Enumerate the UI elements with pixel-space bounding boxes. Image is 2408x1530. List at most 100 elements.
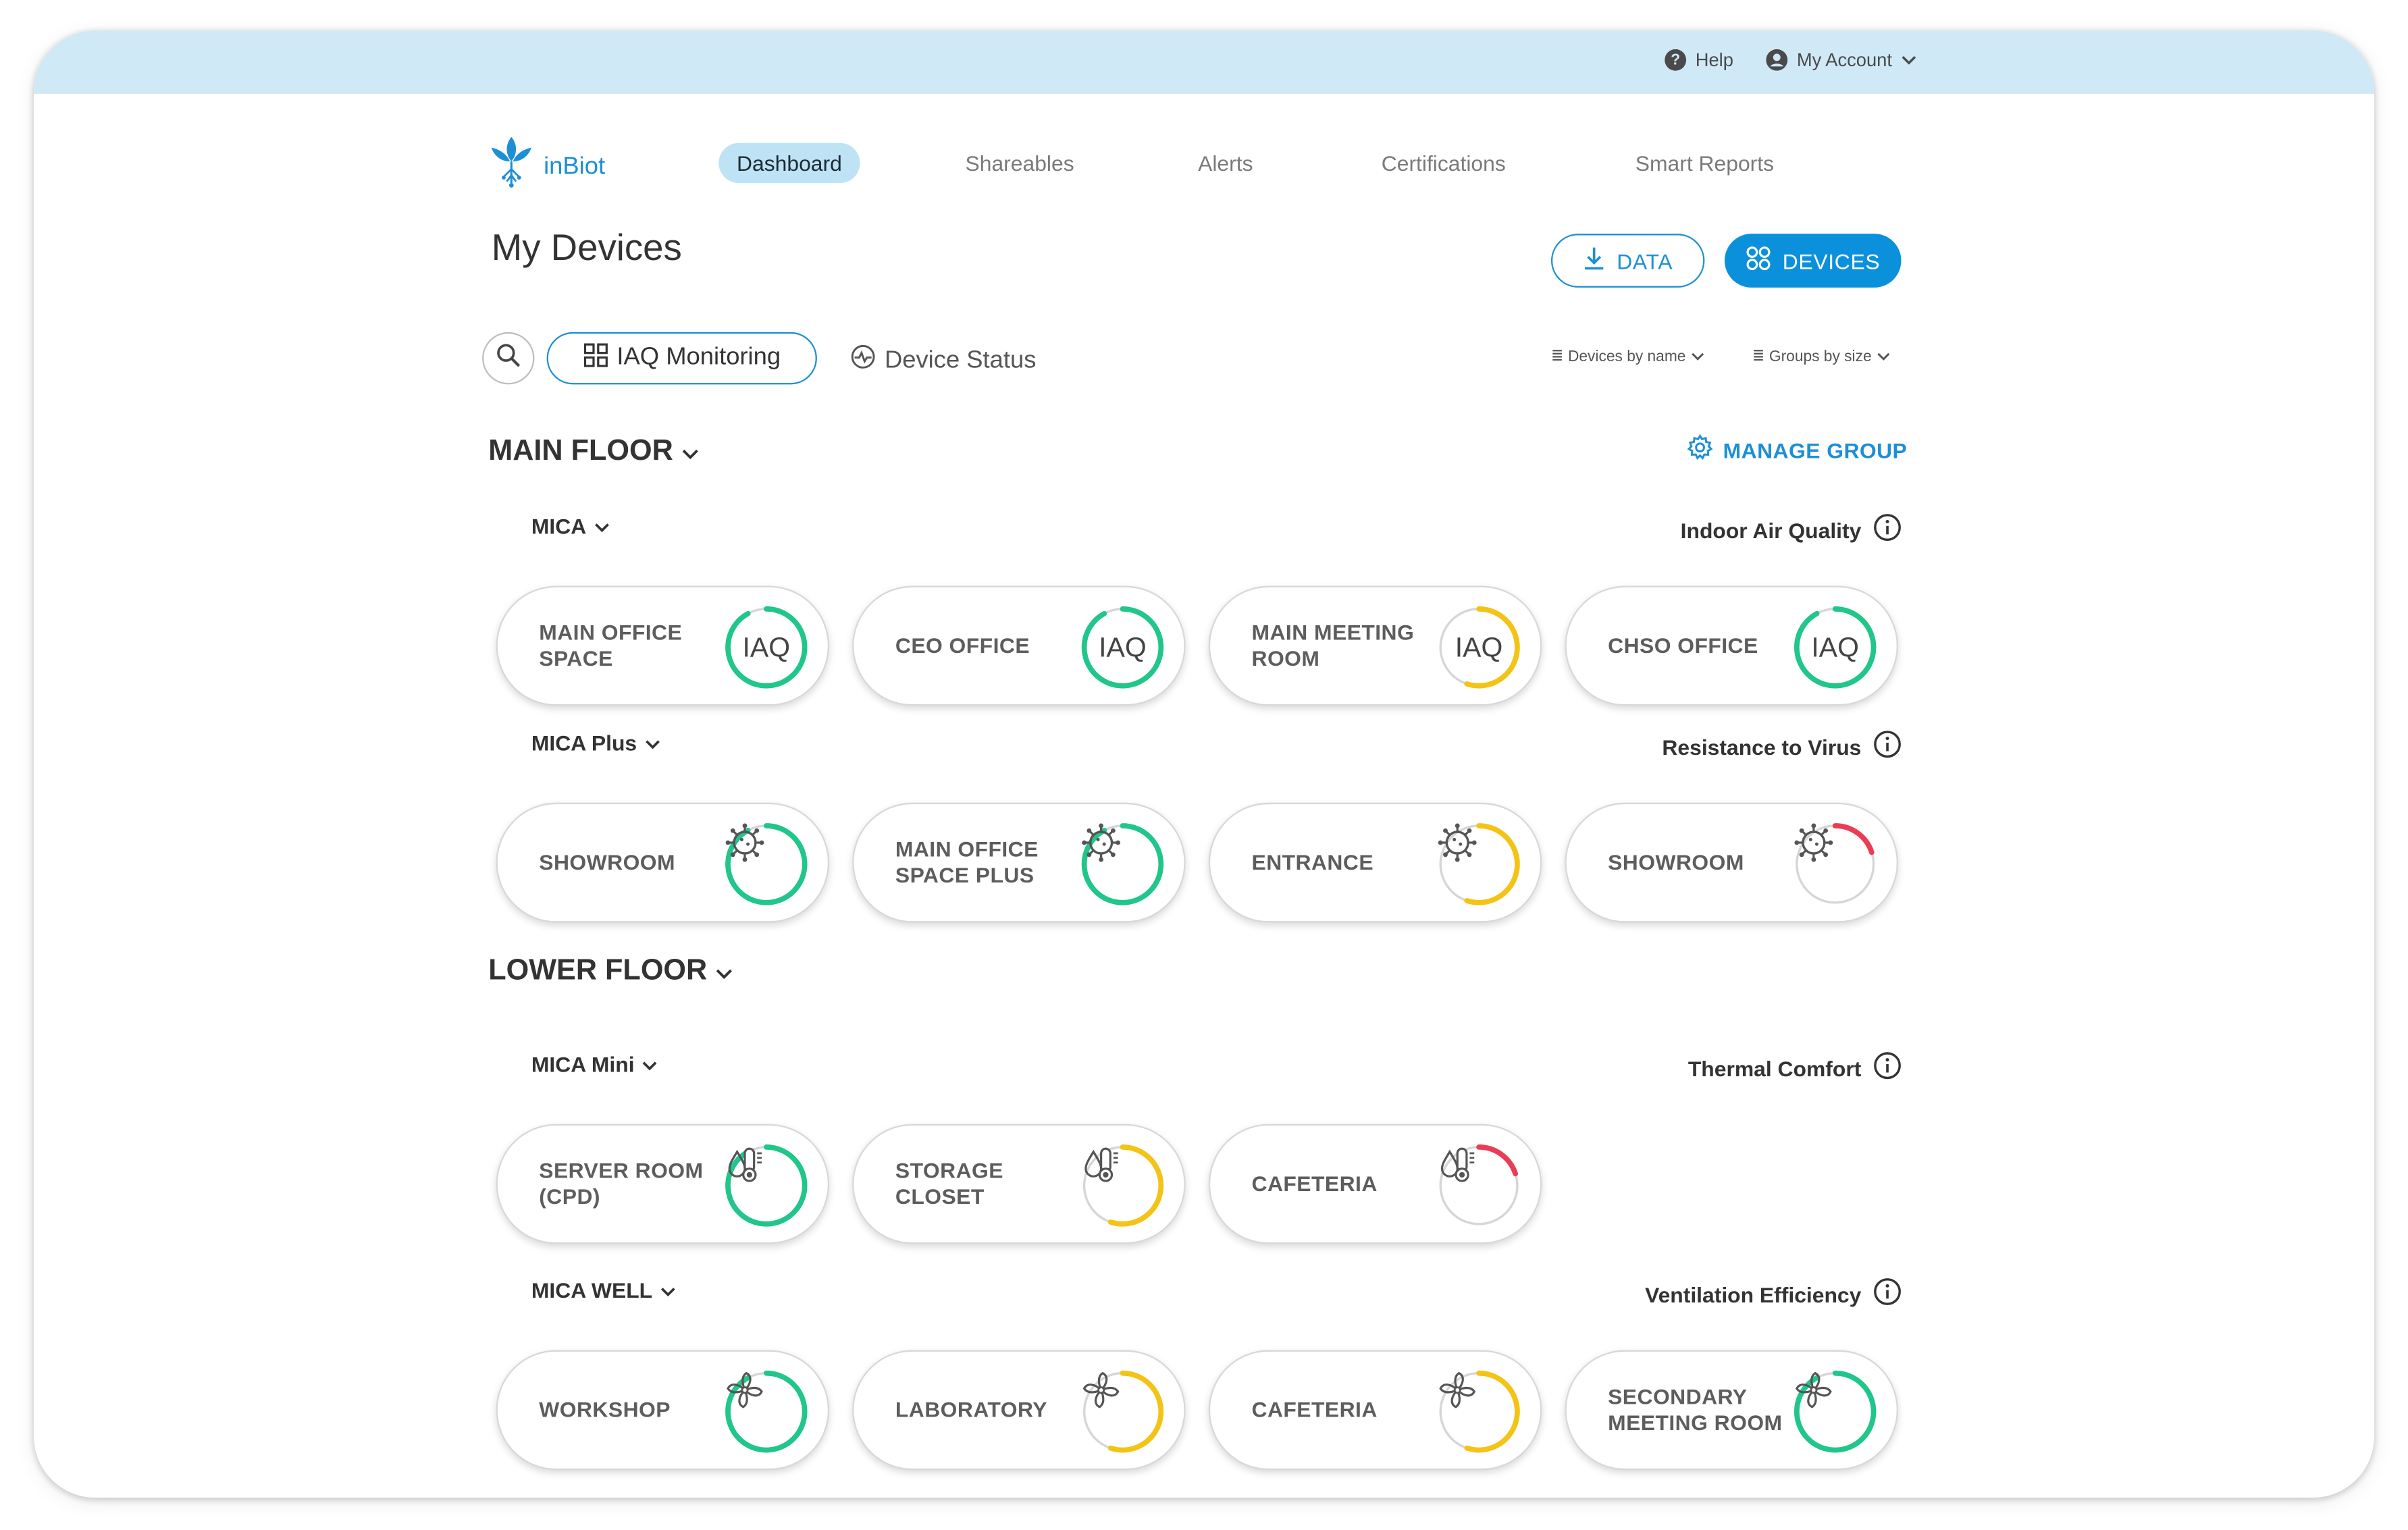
account-menu[interactable]: My Account [1766,49,1916,71]
ring-level-arc [1438,823,1520,905]
iaq-label: IAQ [742,631,791,662]
grid-icon [583,342,608,375]
metric-label: Indoor Air Quality [1680,517,1862,542]
status-ring [723,1369,809,1455]
device-card[interactable]: SECONDARY MEETING ROOM [1565,1350,1898,1471]
tab-smart-reports[interactable]: Smart Reports [1635,151,1775,176]
group-title[interactable]: MICA WELL [531,1278,675,1302]
fan-icon [1792,1369,1878,1455]
info-icon[interactable] [1874,731,1902,763]
device-status-label: Device Status [884,346,1037,373]
download-icon [1583,246,1604,275]
status-ring [1436,821,1521,907]
chevron-down-icon [683,436,700,469]
tab-shareables[interactable]: Shareables [965,151,1074,176]
device-card[interactable]: SHOWROOM [496,802,830,923]
help-icon: ? [1665,49,1687,71]
group-name: MICA [531,513,587,539]
chevron-down-icon [594,514,610,538]
ring-level-arc [1081,1370,1164,1453]
floor-title-main[interactable]: MAIN FLOOR [488,436,699,469]
device-name: SECONDARY MEETING ROOM [1608,1383,1783,1435]
group-metric: Resistance to Virus [1662,731,1901,763]
data-button[interactable]: DATA [1550,234,1705,288]
group-title[interactable]: MICA Plus [531,731,660,755]
info-icon[interactable] [1874,1278,1902,1311]
search-button[interactable] [482,332,535,385]
device-card[interactable]: MAIN MEETING ROOM IAQ [1208,585,1542,706]
ring-level-arc [1794,823,1877,905]
device-name: WORKSHOP [539,1397,671,1422]
account-label: My Account [1796,49,1892,71]
device-card[interactable]: CHSO OFFICE IAQ [1565,585,1898,706]
group-title[interactable]: MICA Mini [531,1052,658,1076]
group-title[interactable]: MICA [531,514,609,538]
floor-title-lower[interactable]: LOWER FLOOR [488,955,733,988]
group-name: MICA Mini [531,1051,635,1077]
inbiot-logo[interactable]: inBiot [488,135,605,198]
sort-devices-dropdown[interactable]: Devices by name [1551,349,1704,366]
device-name: MAIN OFFICE SPACE [539,619,683,670]
status-ring [1436,1142,1521,1229]
device-card[interactable]: SHOWROOM [1565,802,1898,923]
tab-dashboard[interactable]: Dashboard [718,142,860,184]
gear-icon [1686,433,1714,466]
device-card[interactable]: MAIN OFFICE SPACE IAQ [496,585,830,706]
metric-label: Ventilation Efficiency [1645,1282,1862,1307]
device-name: CEO OFFICE [895,633,1030,658]
status-ring [1080,821,1166,907]
device-card[interactable]: CAFETERIA [1208,1124,1542,1244]
sort-groups-label: Groups by size [1769,348,1872,367]
tab-certifications[interactable]: Certifications [1381,151,1506,176]
device-name: MAIN OFFICE SPACE PLUS [895,836,1039,888]
page-title: My Devices [491,228,682,269]
tab-alerts[interactable]: Alerts [1198,151,1253,176]
iaq-label: IAQ [1811,631,1859,662]
device-card[interactable]: STORAGE CLOSET [852,1124,1186,1244]
data-button-label: DATA [1617,248,1673,273]
device-card[interactable]: LABORATORY [852,1350,1186,1471]
search-icon [496,342,521,375]
device-card[interactable]: MAIN OFFICE SPACE PLUS [852,802,1186,923]
fan-icon [1436,1369,1521,1455]
manage-group-button[interactable]: MANAGE GROUP [1686,433,1907,466]
device-card[interactable]: ENTRANCE [1208,802,1542,923]
chevron-down-icon [645,731,660,755]
status-ring: IAQ [1436,604,1521,691]
virus-icon [723,821,809,907]
device-name: MAIN MEETING ROOM [1251,619,1415,670]
device-card[interactable]: WORKSHOP [496,1350,830,1471]
ring-level-arc [1438,1144,1520,1227]
status-ring: IAQ [1080,604,1166,691]
help-link[interactable]: ? Help [1665,49,1733,71]
chevron-down-icon [716,955,733,988]
device-name: CHSO OFFICE [1608,633,1758,658]
iaq-monitoring-filter[interactable]: IAQ Monitoring [546,332,817,385]
sort-groups-dropdown[interactable]: Groups by size [1752,349,1890,366]
thermal-icon [1080,1142,1166,1229]
device-name: ENTRANCE [1251,849,1374,874]
virus-icon [1436,821,1521,907]
status-ring [1080,1369,1166,1455]
fan-icon [723,1369,809,1455]
device-card[interactable]: SERVER ROOM (CPD) [496,1124,830,1244]
status-ring [723,821,809,907]
status-ring [723,1142,809,1229]
device-name: CAFETERIA [1251,1171,1378,1196]
device-name: LABORATORY [895,1397,1047,1422]
device-card[interactable]: CAFETERIA [1208,1350,1542,1471]
group-metric: Thermal Comfort [1688,1052,1902,1084]
device-card[interactable]: CEO OFFICE IAQ [852,585,1186,706]
ring-level-arc [1794,1370,1877,1453]
info-icon[interactable] [1874,1052,1902,1084]
devices-button[interactable]: DEVICES [1724,234,1902,288]
device-status-filter[interactable]: Device Status [851,344,1037,377]
group-metric: Indoor Air Quality [1681,514,1902,546]
status-ring [1436,1369,1521,1455]
chevron-down-icon [642,1052,658,1076]
ring-level-arc [725,1370,808,1453]
device-name: SERVER ROOM (CPD) [539,1157,704,1209]
info-icon[interactable] [1874,514,1902,546]
sort-lines-icon [1551,349,1563,366]
floor-title-label: MAIN FLOOR [488,435,673,468]
